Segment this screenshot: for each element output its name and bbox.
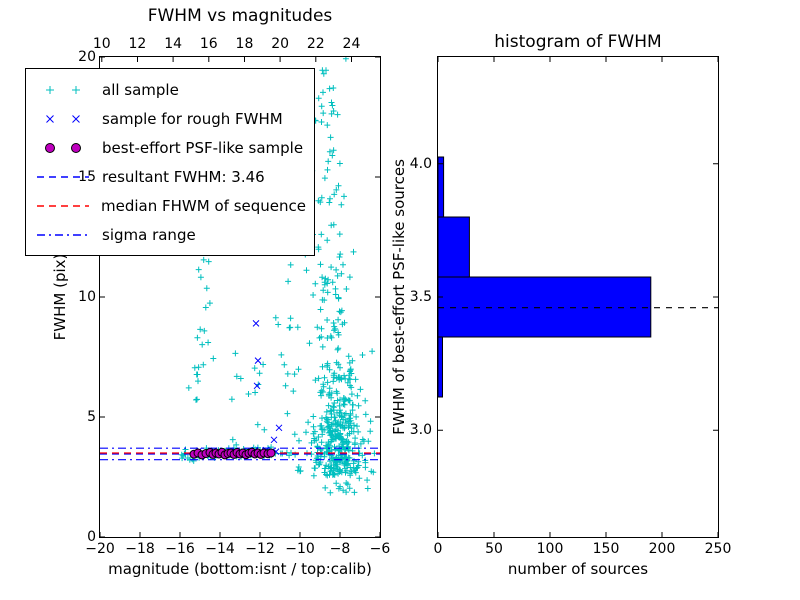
rough-fwhm-points [195,320,283,459]
scatter-y-tick-label: 20 [78,49,96,65]
scatter-title: FWHM vs magnitudes [147,6,333,26]
legend-entry: resultant FWHM: 3.46 [34,162,306,191]
histogram-title: histogram of FWHM [494,32,662,52]
legend-entry-label: resultant FWHM: 3.46 [102,167,265,186]
legend-entry-label: median FHWM of sequence [101,196,306,215]
scatter-x-tick-label: −20 [85,541,115,557]
histogram-x-tick-label: 200 [648,541,676,557]
histogram-y-tick-label: 3.0 [409,422,432,439]
histogram-bar [438,276,652,338]
scatter-y-tick-label: 15 [78,169,96,185]
histogram-xlabel: number of sources [507,560,649,578]
legend-marker-plus-icon [46,85,80,94]
scatter-canvas [100,57,380,537]
histogram-tick-marks [438,57,718,537]
scatter-y-tick-label: 10 [78,289,96,305]
scatter-top-tick-label: 18 [235,36,254,52]
legend-entry: all sample [34,75,306,104]
histogram-x-tick-label: 250 [704,541,732,557]
scatter-x-tick-label: −12 [245,541,275,557]
legend-entry: sample for rough FWHM [34,104,306,133]
scatter-x-tick-label: −14 [205,541,235,557]
scatter-top-tick-label: 20 [271,36,290,52]
scatter-top-tick-label: 24 [342,36,361,52]
scatter-top-tick-label: 10 [92,36,111,52]
legend-entry: median FHWM of sequence [34,191,306,220]
legend-line-sample-icon [37,175,89,178]
scatter-x-tick-label: −10 [285,541,315,557]
scatter-x-tick-label: −18 [125,541,155,557]
legend-line-sample-icon [37,204,89,207]
scatter-top-tick-label: 14 [164,36,183,52]
scatter-x-tick-label: −8 [329,541,351,557]
psf-sample-point [266,448,276,458]
histogram-x-tick-label: 150 [592,541,620,557]
scatter-top-tick-label: 22 [306,36,325,52]
legend-marker-circle-icon [45,142,81,153]
histogram-x-tick-label: 0 [433,541,443,557]
histogram-y-tick-label: 3.5 [409,289,432,305]
histogram-bar [438,156,445,218]
histogram-x-tick-label: 50 [485,541,503,557]
legend-line-sample-icon [37,233,89,236]
legend-entry: best-effort PSF-like sample [34,133,306,162]
scatter-x-tick-label: −6 [369,541,391,557]
legend-marker-x-icon [46,114,80,123]
legend-entry-label: all sample [102,80,179,99]
scatter-tick-marks [100,57,380,537]
scatter-top-tick-label: 12 [128,36,147,52]
scatter-x-tick-label: −16 [165,541,195,557]
legend-entry-label: sigma range [102,225,196,244]
histogram-x-tick-label: 100 [536,541,564,557]
histogram-canvas [438,57,718,537]
scatter-top-tick-label: 16 [199,36,218,52]
scatter-xlabel: magnitude (bottom:isnt / top:calib) [108,560,372,578]
legend-entry: sigma range [34,220,306,249]
legend: all sample sample for rough FWHM best-effo… [25,68,315,256]
legend-entry-label: sample for rough FWHM [102,109,283,128]
legend-entry-label: best-effort PSF-like sample [102,138,304,157]
fwhm-histogram-plot [437,56,719,538]
histogram-y-tick-label: 4.0 [409,155,432,172]
histogram-bar [438,216,470,278]
histogram-bar [438,336,443,398]
scatter-y-tick-label: 0 [87,529,96,545]
scatter-y-tick-label: 5 [87,409,96,425]
